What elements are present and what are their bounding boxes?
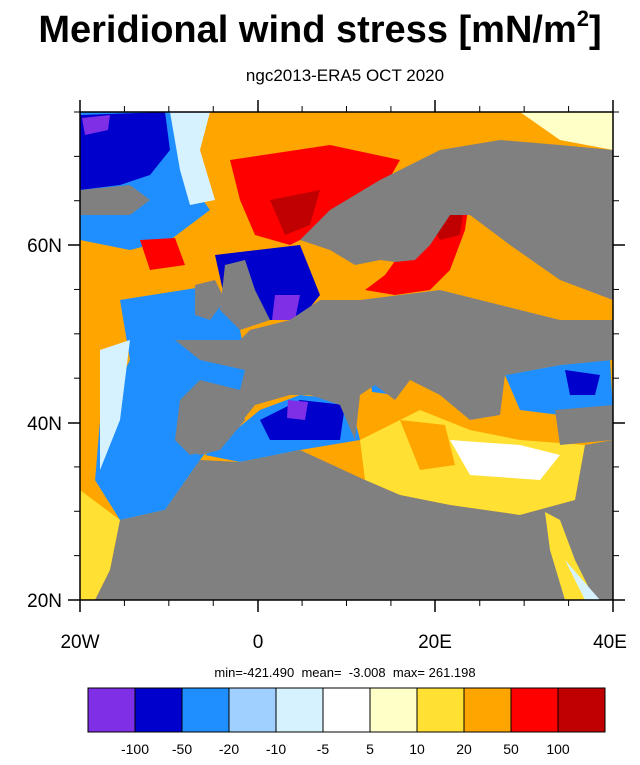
minor-ticks — [74, 106, 619, 606]
colorbar-label: -50 — [172, 741, 192, 757]
colorbar-swatch — [228, 687, 277, 733]
colorbar-label: 5 — [366, 741, 374, 757]
colorbar-swatch — [322, 687, 371, 733]
x-tick-label-20e: 20E — [418, 632, 452, 653]
y-tick-label-20n: 20N — [27, 591, 62, 612]
land-anatolia — [555, 405, 613, 445]
colorbar-label: -100 — [121, 741, 149, 757]
field-extreme-positive-norway — [270, 190, 320, 235]
map-plot-area — [80, 112, 613, 600]
land-continental-europe — [175, 290, 613, 455]
x-tick-label-20w: 20W — [60, 632, 99, 653]
colorbar-label: 50 — [503, 741, 519, 757]
colorbar-swatch — [557, 687, 606, 733]
colorbar-label: -5 — [317, 741, 330, 757]
y-tick-label-40n: 40N — [27, 414, 62, 435]
field-black-sea-strong-negative — [565, 370, 600, 395]
field-western-med-strong-negative — [260, 400, 345, 440]
title-close: ] — [589, 9, 602, 51]
figure-subtitle: ngc2013-ERA5 OCT 2020 — [245, 66, 445, 85]
figure-title: Meridional wind stress [mN/m2] — [0, 6, 640, 54]
land-greenland-iceland — [80, 185, 150, 215]
field-canary-positive — [80, 490, 120, 600]
field-greenland-sea-strong-negative — [80, 112, 170, 190]
colorbar-swatch — [510, 687, 559, 733]
colorbar-swatch — [416, 687, 465, 733]
field-ionian-positive — [400, 420, 455, 470]
colorbar — [87, 687, 606, 733]
land-scandinavia — [300, 140, 613, 300]
land-iberia — [180, 390, 245, 455]
colorbar-label: 100 — [546, 741, 570, 757]
land-great-britain — [220, 260, 270, 330]
field-red-sea-weak — [565, 560, 600, 600]
colorbar-swatch — [134, 687, 183, 733]
field-barents-sea-weak — [520, 112, 613, 150]
statistics-line: min=-421.490 mean= -3.008 max= 261.198 — [214, 665, 476, 680]
x-tick-label-40e: 40E — [593, 632, 627, 653]
major-ticks — [68, 100, 625, 612]
land-north-africa — [95, 440, 613, 600]
title-text: Meridional wind stress [mN/m — [38, 9, 577, 51]
y-tick-label-60n: 60N — [27, 236, 62, 257]
field-transition-zone — [170, 112, 215, 205]
title-superscript: 2 — [576, 6, 590, 31]
colorbar-swatch — [463, 687, 512, 733]
field-extreme-negative-nw — [82, 115, 110, 135]
colorbar-swatch — [87, 687, 136, 733]
colorbar-label: 20 — [456, 741, 472, 757]
colorbar-swatch — [181, 687, 230, 733]
colorbar-swatch — [275, 687, 324, 733]
colorbar-label: -10 — [266, 741, 286, 757]
colorbar-label: 10 — [409, 741, 425, 757]
colorbar-label: -20 — [219, 741, 239, 757]
land-ireland — [195, 280, 225, 320]
field-levant-neutral — [450, 440, 560, 480]
colorbar-swatch — [369, 687, 418, 733]
colorbar-labels: -100 -50 -20 -10 -5 5 10 20 50 100 — [121, 741, 570, 757]
field-red-sea-positive — [545, 512, 595, 600]
field-channel-extreme-negative — [272, 295, 300, 320]
field-atlantic-weak-negative — [100, 340, 130, 470]
field-positive-patch-west — [140, 238, 185, 270]
field-gulf-of-lion-extreme — [287, 400, 308, 420]
x-tick-label-0: 0 — [253, 632, 264, 653]
